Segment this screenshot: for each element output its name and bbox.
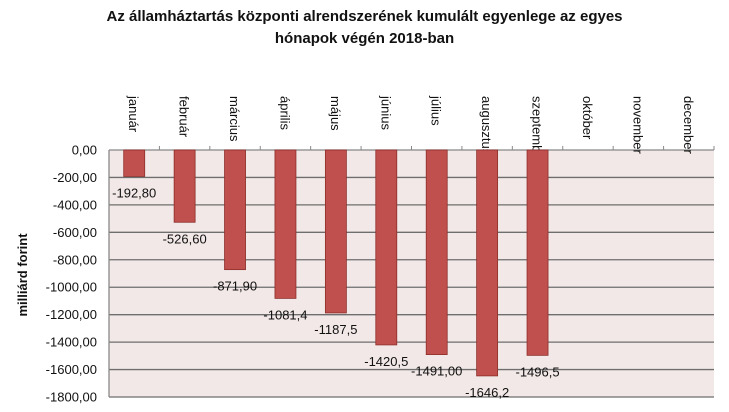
y-tick-label: -1200,00	[46, 307, 97, 322]
category-label: január	[126, 95, 141, 133]
category-label: szeptember	[530, 96, 545, 165]
data-label: -1420,5	[364, 354, 408, 369]
category-label: február	[177, 96, 192, 138]
chart-title-line1: Az államháztartás központi alrendszeréne…	[106, 8, 623, 25]
data-label: -871,90	[213, 279, 257, 294]
data-label: -1187,5	[314, 322, 357, 337]
bar	[375, 149, 398, 346]
y-tick-label: -1600,00	[46, 362, 97, 377]
data-label: -1646,2	[465, 385, 509, 400]
bar	[123, 149, 146, 177]
bar	[425, 149, 448, 355]
category-label: augusztus	[479, 96, 494, 156]
category-label: december	[681, 96, 696, 154]
data-label: -192,80	[112, 185, 156, 200]
y-tick-label: -400,00	[53, 197, 97, 212]
y-tick-label: 0,00	[72, 143, 97, 158]
bar	[324, 149, 347, 314]
y-tick-label: -1000,00	[46, 280, 97, 295]
y-tick-label: -1800,00	[46, 390, 97, 405]
category-label: március	[227, 96, 242, 142]
category-label: június	[378, 95, 393, 130]
data-label: -1491,00	[411, 364, 462, 379]
y-tick-label: -200,00	[53, 170, 97, 185]
category-label: július	[429, 95, 444, 126]
data-label: -1496,5	[515, 364, 559, 379]
chart-title-line2: hónapok végén 2018-ban	[274, 30, 455, 47]
bar	[224, 149, 246, 271]
data-label: -1081,4	[263, 307, 307, 322]
category-label: április	[277, 96, 292, 130]
data-label: -526,60	[163, 231, 207, 246]
bar	[526, 149, 549, 356]
bar	[476, 149, 499, 377]
bar	[173, 149, 196, 223]
y-tick-label: -800,00	[53, 252, 97, 267]
y-tick-label: -1400,00	[46, 335, 97, 350]
category-label: május	[328, 96, 343, 131]
bar	[274, 149, 297, 299]
y-axis-label: milliárd forint	[15, 233, 30, 317]
plot-area	[109, 150, 714, 397]
category-label: október	[580, 96, 595, 140]
chart-title: Az államháztartás központi alrendszeréne…	[0, 6, 729, 50]
category-label: november	[630, 96, 645, 154]
y-tick-label: -600,00	[53, 225, 97, 240]
